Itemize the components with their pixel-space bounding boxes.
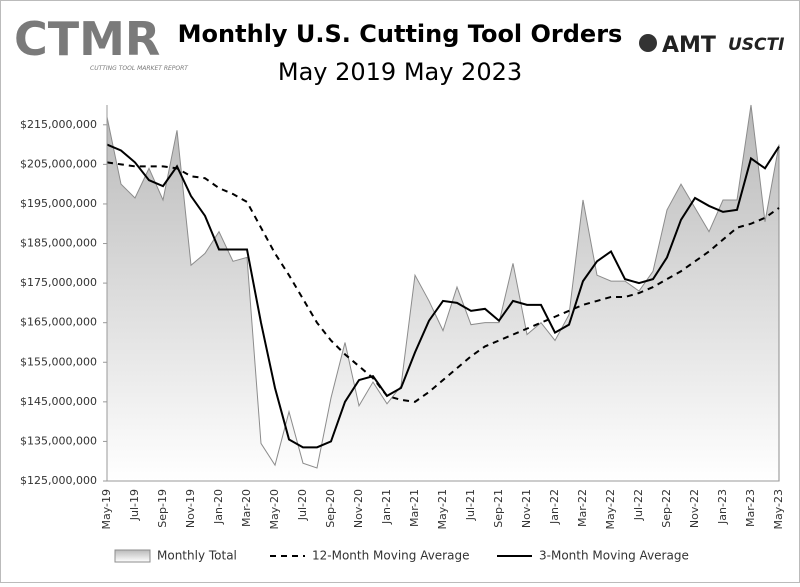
legend-swatch (114, 549, 151, 563)
y-tick-label: $155,000,000 (20, 355, 97, 368)
x-tick-label: Sep-21 (492, 489, 505, 528)
line (106, 161, 780, 403)
x-tick-label: Sep-20 (324, 489, 337, 528)
x-tick-label: May-21 (436, 489, 449, 530)
x-tick-label: Jan-23 (716, 489, 729, 525)
y-tick-label: $185,000,000 (20, 237, 97, 250)
chart-title: Monthly U.S. Cutting Tool Orders (178, 20, 623, 48)
legend-label: 12-Month Moving Average (312, 549, 469, 563)
y-tick-label: $195,000,000 (20, 197, 97, 210)
x-tick-label: Jul-22 (632, 489, 645, 521)
y-tick-label: $125,000,000 (20, 474, 97, 487)
x-tick-label: Mar-23 (744, 489, 757, 527)
x-tick-label: Mar-22 (576, 489, 589, 527)
y-tick-label: $175,000,000 (20, 276, 97, 289)
y-tick-label: $165,000,000 (20, 316, 97, 329)
x-tick-label: Nov-20 (352, 489, 365, 528)
x-tick-label: Mar-21 (408, 489, 421, 527)
x-tick-label: Mar-20 (240, 489, 253, 527)
logo-amt: AMT (662, 33, 716, 58)
x-tick-label: Jan-20 (212, 489, 225, 525)
x-tick-label: May-23 (772, 489, 785, 530)
legend-label: 3-Month Moving Average (539, 549, 689, 563)
amt-icon (639, 34, 657, 52)
x-tick-label: Sep-22 (660, 489, 673, 528)
x-tick-label: Jan-22 (548, 489, 561, 525)
logo-tagline: CUTTING TOOL MARKET REPORT (90, 65, 189, 72)
y-tick-label: $135,000,000 (20, 434, 97, 447)
logo-ctmr: CTMR (14, 12, 160, 66)
x-tick-label: May-22 (604, 489, 617, 530)
chart-subtitle: May 2019 May 2023 (278, 58, 522, 86)
x-tick-label: Jul-21 (464, 489, 477, 521)
x-tick-label: Nov-22 (688, 489, 701, 528)
x-tick-label: Jul-19 (128, 489, 141, 521)
x-tick-label: Jan-21 (380, 489, 393, 525)
legend-label: Monthly Total (157, 549, 237, 563)
x-tick-label: Sep-19 (156, 489, 169, 528)
x-tick-label: May-20 (268, 489, 281, 530)
logo-uscti: USCTI (728, 35, 784, 55)
y-tick-label: $215,000,000 (20, 118, 97, 131)
y-tick-label: $205,000,000 (20, 157, 97, 170)
x-tick-label: Nov-21 (520, 489, 533, 528)
x-tick-label: Jul-20 (296, 489, 309, 521)
y-tick-label: $145,000,000 (20, 395, 97, 408)
line (106, 143, 780, 449)
x-tick-label: Nov-19 (184, 489, 197, 528)
x-tick-label: May-19 (100, 489, 113, 530)
